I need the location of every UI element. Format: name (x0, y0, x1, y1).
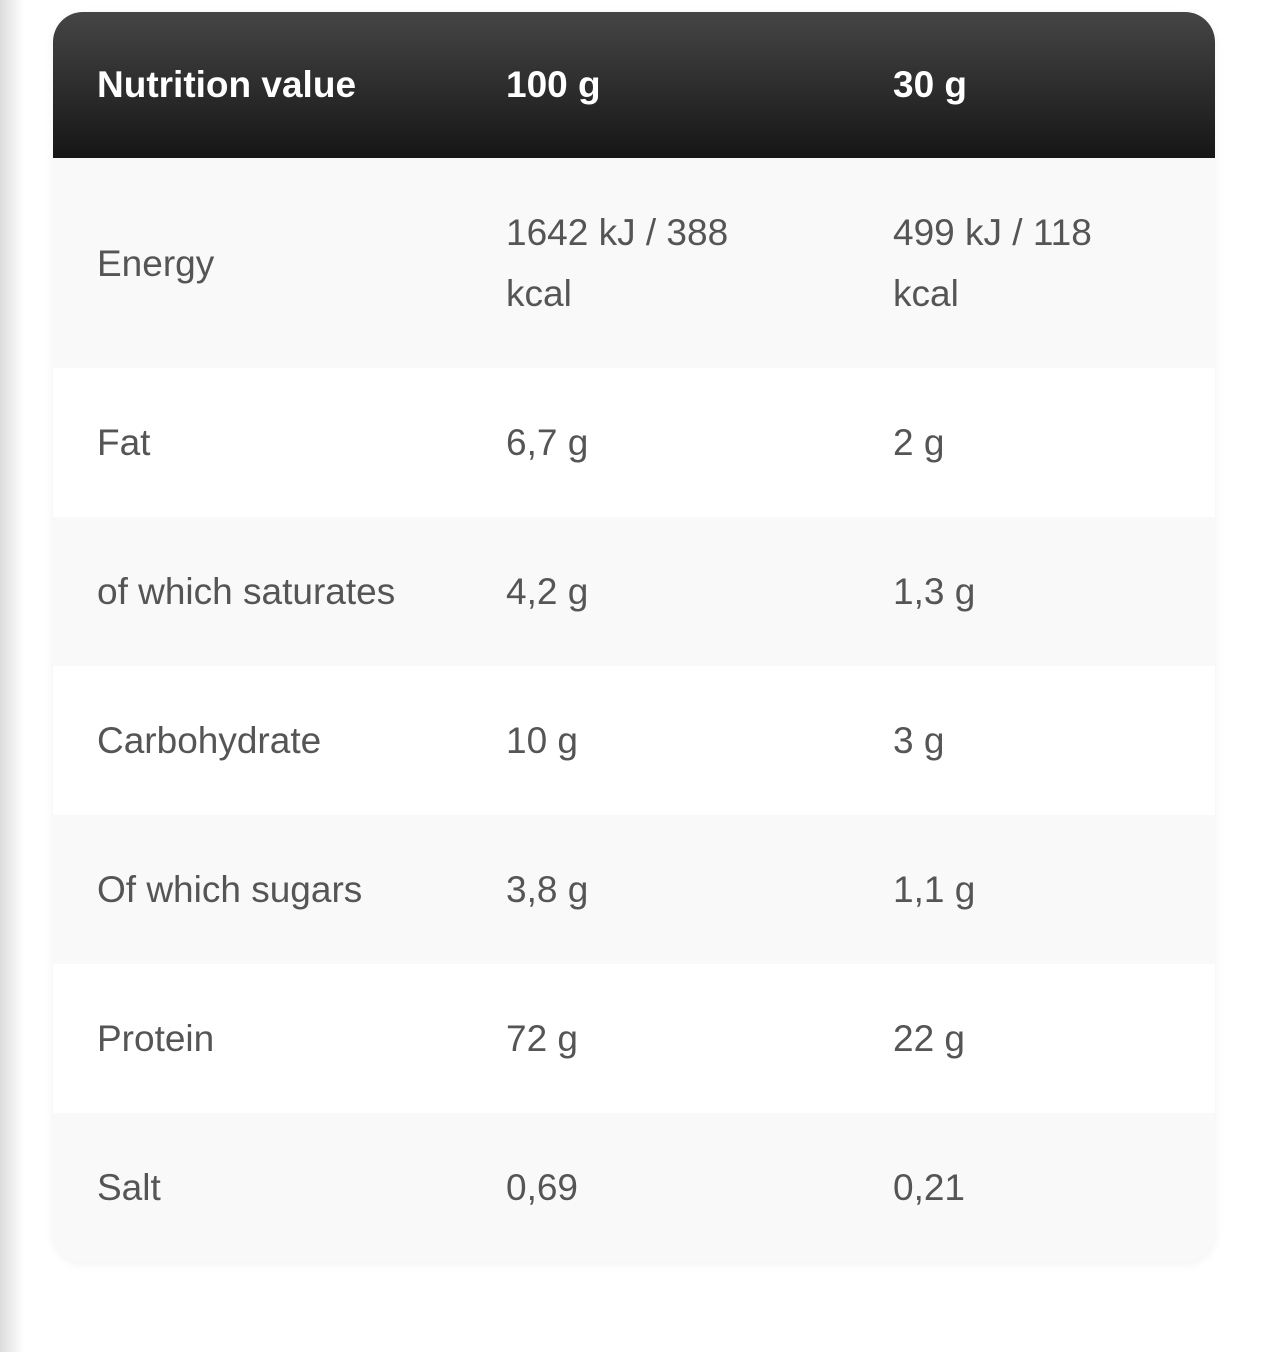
nutrient-value: 3,8 g (462, 815, 849, 964)
table-row: Fat 6,7 g 2 g (53, 368, 1215, 517)
nutrient-value: 22 g (849, 964, 1215, 1113)
cell-text: Of which sugars (97, 869, 363, 910)
cell-text: 1,3 g (893, 571, 976, 612)
nutrient-name: Salt (53, 1113, 462, 1262)
header-text: 30 g (893, 64, 968, 105)
nutrient-value: 1,1 g (849, 815, 1215, 964)
table-row: of which saturates 4,2 g 1,3 g (53, 517, 1215, 666)
nutrient-name: Protein (53, 964, 462, 1113)
nutrition-card: Nutrition value 100 g 30 g Energy 1642 kJ /… (53, 12, 1215, 1262)
cell-text: 1642 kJ / 388 kcal (506, 212, 729, 314)
table-body: Energy 1642 kJ / 388 kcal 499 kJ / 118 kca… (53, 158, 1215, 1262)
cell-text: 0,21 (893, 1167, 966, 1208)
nutrient-name: Of which sugars (53, 815, 462, 964)
cell-text: of which saturates (97, 571, 396, 612)
cell-text: 72 g (506, 1018, 579, 1059)
nutrient-value: 3 g (849, 666, 1215, 815)
nutrient-name: Carbohydrate (53, 666, 462, 815)
cell-text: 3 g (893, 720, 945, 761)
header-cell: Nutrition value (53, 12, 462, 158)
cell-text: Carbohydrate (97, 720, 322, 761)
nutrition-table: Nutrition value 100 g 30 g Energy 1642 kJ /… (53, 12, 1215, 1262)
table-row: Protein 72 g 22 g (53, 964, 1215, 1113)
nutrient-name: Energy (53, 158, 462, 368)
header-cell: 100 g (462, 12, 849, 158)
header-text: Nutrition value (97, 64, 357, 105)
cell-text: 0,69 (506, 1167, 579, 1208)
table-row: Energy 1642 kJ / 388 kcal 499 kJ / 118 kca… (53, 158, 1215, 368)
nutrient-value: 2 g (849, 368, 1215, 517)
nutrient-value: 4,2 g (462, 517, 849, 666)
header-text: 100 g (506, 64, 601, 105)
cell-text: 10 g (506, 720, 579, 761)
cell-text: Energy (97, 242, 215, 284)
table-row: Of which sugars 3,8 g 1,1 g (53, 815, 1215, 964)
cell-text: 6,7 g (506, 422, 589, 463)
cell-text: Fat (97, 422, 151, 463)
cell-text: 499 kJ / 118 kcal (893, 212, 1092, 314)
cell-text: 22 g (893, 1018, 966, 1059)
nutrient-value: 72 g (462, 964, 849, 1113)
cell-text: 4,2 g (506, 571, 589, 612)
nutrient-value: 0,69 (462, 1113, 849, 1262)
nutrient-value: 0,21 (849, 1113, 1215, 1262)
nutrient-value: 499 kJ / 118 kcal (849, 158, 1215, 368)
nutrient-name: Fat (53, 368, 462, 517)
cell-text: Salt (97, 1167, 161, 1208)
edge-shadow (0, 0, 24, 1352)
cell-text: 3,8 g (506, 869, 589, 910)
header-row: Nutrition value 100 g 30 g (53, 12, 1215, 158)
nutrient-value: 10 g (462, 666, 849, 815)
cell-text: 1,1 g (893, 869, 976, 910)
table-row: Carbohydrate 10 g 3 g (53, 666, 1215, 815)
nutrient-name: of which saturates (53, 517, 462, 666)
nutrient-value: 1642 kJ / 388 kcal (462, 158, 849, 368)
header-cell: 30 g (849, 12, 1215, 158)
cell-text: 2 g (893, 422, 945, 463)
nutrient-value: 1,3 g (849, 517, 1215, 666)
cell-text: Protein (97, 1018, 215, 1059)
nutrient-value: 6,7 g (462, 368, 849, 517)
table-row: Salt 0,69 0,21 (53, 1113, 1215, 1262)
